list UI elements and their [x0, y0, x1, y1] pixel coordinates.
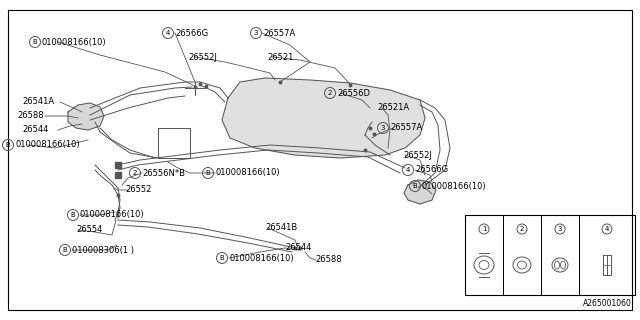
- Text: B: B: [6, 142, 10, 148]
- Bar: [115, 162, 121, 168]
- Text: 2: 2: [133, 170, 137, 176]
- Text: 26521: 26521: [267, 52, 293, 61]
- Text: 26544: 26544: [285, 244, 312, 252]
- Text: 010008166(10): 010008166(10): [42, 37, 107, 46]
- Text: 26554: 26554: [76, 226, 102, 235]
- Text: 2: 2: [520, 226, 524, 232]
- Text: B: B: [63, 247, 67, 253]
- Text: B: B: [220, 255, 225, 261]
- Text: 26541A: 26541A: [22, 98, 54, 107]
- Text: 26552: 26552: [125, 186, 152, 195]
- Text: 26552J: 26552J: [403, 150, 432, 159]
- Polygon shape: [222, 78, 425, 158]
- Text: 26588: 26588: [315, 255, 342, 265]
- Text: 26541B: 26541B: [265, 223, 297, 233]
- Polygon shape: [68, 103, 104, 130]
- Polygon shape: [404, 180, 436, 204]
- Text: B: B: [70, 212, 76, 218]
- Text: 4: 4: [406, 167, 410, 173]
- Text: 26552J: 26552J: [188, 52, 217, 61]
- Text: 4: 4: [166, 30, 170, 36]
- Text: 26557A: 26557A: [390, 124, 422, 132]
- Text: 010008166(10): 010008166(10): [229, 253, 294, 262]
- Text: 26557A: 26557A: [263, 28, 295, 37]
- Text: 3: 3: [381, 125, 385, 131]
- Text: B: B: [33, 39, 37, 45]
- Text: 2: 2: [328, 90, 332, 96]
- Text: 26556N*B: 26556N*B: [142, 169, 185, 178]
- Text: 26588: 26588: [17, 111, 44, 121]
- Text: A265001060: A265001060: [583, 299, 632, 308]
- Text: 010008166(10): 010008166(10): [15, 140, 79, 149]
- Text: 3: 3: [557, 226, 563, 232]
- Text: 010008166(10): 010008166(10): [80, 211, 145, 220]
- Text: 26544: 26544: [22, 125, 49, 134]
- Text: 010008166(10): 010008166(10): [215, 169, 280, 178]
- Text: 4: 4: [605, 226, 609, 232]
- Text: 26556D: 26556D: [337, 89, 370, 98]
- Text: 010008166(10): 010008166(10): [422, 181, 486, 190]
- Text: 3: 3: [253, 30, 259, 36]
- Text: 010008306(1 ): 010008306(1 ): [72, 245, 134, 254]
- Bar: [115, 172, 121, 178]
- Text: 26566G: 26566G: [175, 28, 208, 37]
- Text: 26566G: 26566G: [415, 165, 448, 174]
- Text: B: B: [413, 183, 417, 189]
- Text: 26521A: 26521A: [377, 103, 409, 113]
- Text: 1: 1: [482, 226, 486, 232]
- Text: B: B: [205, 170, 211, 176]
